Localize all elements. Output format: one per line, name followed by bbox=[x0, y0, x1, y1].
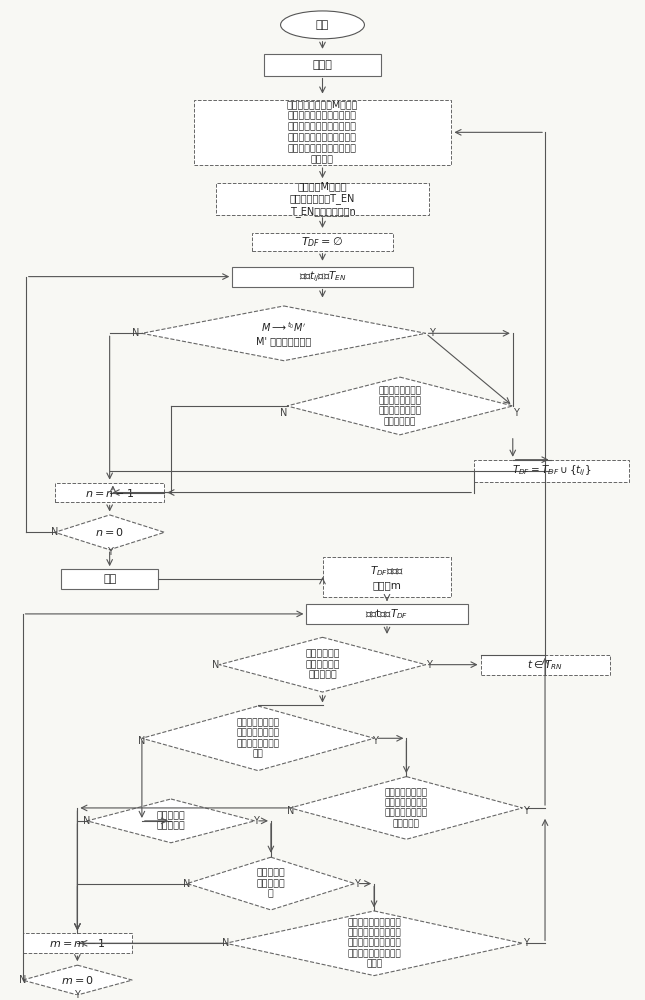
Text: Y: Y bbox=[513, 408, 519, 418]
Text: $n=n-1$: $n=n-1$ bbox=[85, 487, 134, 499]
Text: 结束: 结束 bbox=[103, 574, 116, 584]
Text: N: N bbox=[183, 879, 191, 889]
Polygon shape bbox=[290, 777, 522, 839]
Text: Y: Y bbox=[429, 328, 435, 338]
Text: 当前占用的
资源没有故
障: 当前占用的 资源没有故 障 bbox=[257, 869, 285, 898]
FancyBboxPatch shape bbox=[232, 267, 413, 287]
Text: 采集当前状态信息M（包括
每个库所所含的托肯数，活
动库所中的托肯数表示当前
所含的工件数，资源库所中
的托肯数表示当前剩余的资
源数目）: 采集当前状态信息M（包括 每个库所所含的托肯数，活 动库所中的托肯数表示当前 所… bbox=[287, 100, 358, 165]
FancyBboxPatch shape bbox=[322, 557, 452, 597]
Text: Y: Y bbox=[372, 736, 379, 746]
Polygon shape bbox=[87, 799, 255, 843]
Text: 开始: 开始 bbox=[316, 20, 329, 30]
FancyBboxPatch shape bbox=[55, 483, 164, 502]
Text: N: N bbox=[51, 527, 59, 537]
Text: 当前资源足够支撑
工件前进到最近的
不可靠资源，至少
被存储起来: 当前资源足够支撑 工件前进到最近的 不可靠资源，至少 被存储起来 bbox=[385, 788, 428, 828]
FancyBboxPatch shape bbox=[264, 54, 381, 76]
Text: 当前以及剩余
路径都不占用
不可靠资源: 当前以及剩余 路径都不占用 不可靠资源 bbox=[305, 650, 340, 680]
FancyBboxPatch shape bbox=[216, 183, 429, 215]
FancyBboxPatch shape bbox=[252, 233, 393, 251]
Polygon shape bbox=[226, 911, 522, 976]
Ellipse shape bbox=[281, 11, 364, 39]
Polygon shape bbox=[287, 377, 513, 435]
Text: Y: Y bbox=[74, 990, 81, 1000]
Text: Y: Y bbox=[426, 660, 432, 670]
Text: 选择t属于$T_{DF}$: 选择t属于$T_{DF}$ bbox=[365, 607, 409, 621]
Text: N: N bbox=[19, 975, 26, 985]
Text: $T_{DF}=\varnothing$: $T_{DF}=\varnothing$ bbox=[301, 235, 344, 249]
Polygon shape bbox=[219, 637, 426, 692]
Text: 初始化: 初始化 bbox=[313, 60, 332, 70]
Text: $m=m-1$: $m=m-1$ bbox=[49, 937, 106, 949]
Text: 在当前资源支撑下
，工件可否从当前
位置前进到最近的
关键库所位置: 在当前资源支撑下 ，工件可否从当前 位置前进到最近的 关键库所位置 bbox=[379, 386, 421, 426]
Polygon shape bbox=[55, 515, 164, 550]
FancyBboxPatch shape bbox=[61, 569, 158, 589]
FancyBboxPatch shape bbox=[481, 655, 610, 675]
Text: $T_{DF}$中元素
个数为m: $T_{DF}$中元素 个数为m bbox=[370, 564, 404, 590]
Text: $n=0$: $n=0$ bbox=[95, 526, 124, 538]
Text: 当前占用了
不可靠资源: 当前占用了 不可靠资源 bbox=[157, 811, 185, 831]
Text: N: N bbox=[286, 806, 294, 816]
FancyBboxPatch shape bbox=[194, 100, 452, 165]
Text: 剩余路径不需要占用不
可靠资源或当前资源足
够支撑工件前进到最近
的不可靠资源至少被存
储起来: 剩余路径不需要占用不 可靠资源或当前资源足 够支撑工件前进到最近 的不可靠资源至… bbox=[347, 918, 401, 969]
Text: $t\in T_{RN}$: $t\in T_{RN}$ bbox=[527, 658, 563, 672]
Text: Y: Y bbox=[522, 938, 529, 948]
Text: N: N bbox=[212, 660, 220, 670]
Text: $m=0$: $m=0$ bbox=[61, 974, 94, 986]
FancyBboxPatch shape bbox=[474, 460, 629, 482]
Text: Y: Y bbox=[253, 816, 259, 826]
Text: 求出状态M下所有
使能的变迁集合T_EN
T_EN中元素个数为n: 求出状态M下所有 使能的变迁集合T_EN T_EN中元素个数为n bbox=[290, 181, 355, 217]
Text: N: N bbox=[280, 408, 288, 418]
Text: N: N bbox=[132, 328, 139, 338]
Text: 当前没有占用不可
靠资源，但剩余路
径需要占用不可靠
资源: 当前没有占用不可 靠资源，但剩余路 径需要占用不可靠 资源 bbox=[237, 718, 279, 758]
Polygon shape bbox=[23, 965, 132, 995]
Text: $M \longrightarrow^{t_0} M'$
M' 是可容许的状态: $M \longrightarrow^{t_0} M'$ M' 是可容许的状态 bbox=[256, 321, 312, 346]
Text: N: N bbox=[222, 938, 230, 948]
Polygon shape bbox=[187, 857, 355, 910]
Text: 选择$t_{ij}$属于$T_{EN}$: 选择$t_{ij}$属于$T_{EN}$ bbox=[299, 269, 346, 284]
Polygon shape bbox=[142, 306, 426, 361]
Text: N: N bbox=[83, 816, 91, 826]
FancyBboxPatch shape bbox=[23, 933, 132, 953]
Text: Y: Y bbox=[353, 879, 360, 889]
Text: Y: Y bbox=[106, 547, 113, 557]
Polygon shape bbox=[142, 706, 374, 771]
Text: N: N bbox=[138, 736, 146, 746]
Text: $T_{DF}=T_{DF}\cup\{t_{ij}\}$: $T_{DF}=T_{DF}\cup\{t_{ij}\}$ bbox=[511, 463, 591, 478]
FancyBboxPatch shape bbox=[306, 604, 468, 624]
Text: Y: Y bbox=[522, 806, 529, 816]
